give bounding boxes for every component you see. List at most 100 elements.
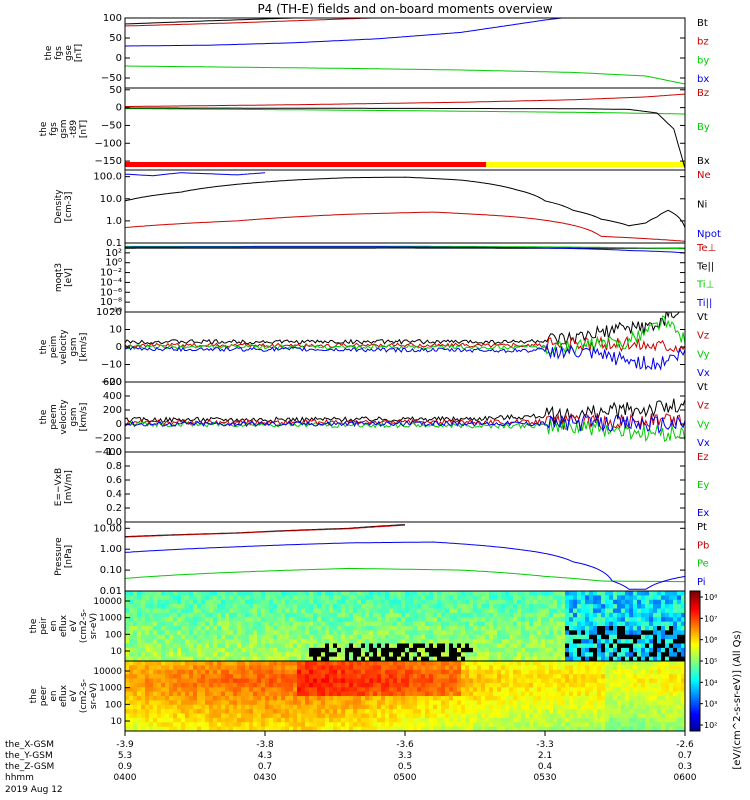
heatmap-cell bbox=[593, 678, 598, 684]
heatmap-cell bbox=[613, 656, 618, 662]
heatmap-cell bbox=[669, 599, 674, 605]
heatmap-cell bbox=[425, 661, 430, 666]
heatmap-cell bbox=[349, 722, 354, 728]
heatmap-cell bbox=[389, 700, 394, 706]
heatmap-cell bbox=[633, 643, 638, 649]
colorbar-step bbox=[690, 641, 700, 644]
heatmap-cell bbox=[341, 647, 346, 653]
heatmap-cell bbox=[673, 612, 678, 618]
heatmap-cell bbox=[225, 604, 230, 610]
heatmap-cell bbox=[385, 621, 390, 627]
heatmap-cell bbox=[173, 691, 178, 697]
heatmap-cell bbox=[505, 626, 510, 631]
colorbar-step bbox=[690, 607, 700, 610]
heatmap-cell bbox=[225, 634, 230, 640]
heatmap-cell bbox=[313, 726, 318, 732]
heatmap-cell bbox=[365, 726, 370, 732]
heatmap-cell bbox=[613, 661, 618, 666]
heatmap-cell bbox=[457, 682, 462, 688]
heatmap-cell bbox=[533, 726, 538, 732]
heatmap-cell bbox=[457, 713, 462, 719]
ytick-label: 20 bbox=[109, 307, 122, 318]
heatmap-cell bbox=[397, 717, 402, 723]
heatmap-cell bbox=[601, 630, 606, 636]
heatmap-cell bbox=[285, 726, 290, 732]
heatmap-cell bbox=[161, 612, 166, 618]
heatmap-cell bbox=[645, 612, 650, 618]
heatmap-cell bbox=[553, 682, 558, 688]
heatmap-cell bbox=[605, 678, 610, 684]
heatmap-cell bbox=[157, 700, 162, 706]
heatmap-cell bbox=[129, 713, 134, 719]
colorbar-step bbox=[690, 647, 700, 650]
heatmap-cell bbox=[377, 687, 382, 693]
heatmap-cell bbox=[649, 630, 654, 636]
heatmap-cell bbox=[161, 626, 166, 631]
heatmap-cell bbox=[217, 652, 222, 658]
heatmap-cell bbox=[589, 617, 594, 623]
heatmap-cell bbox=[433, 665, 438, 671]
heatmap-cell bbox=[465, 717, 470, 723]
heatmap-cell bbox=[257, 669, 262, 675]
heatmap-cell bbox=[269, 661, 274, 666]
heatmap-cell bbox=[669, 722, 674, 728]
heatmap-cell bbox=[345, 691, 350, 697]
heatmap-cell bbox=[141, 639, 146, 645]
heatmap-cell bbox=[225, 691, 230, 697]
heatmap-cell bbox=[521, 661, 526, 666]
heatmap-cell bbox=[325, 696, 330, 701]
heatmap-cell bbox=[673, 713, 678, 719]
heatmap-cell bbox=[645, 722, 650, 728]
heatmap-cell bbox=[601, 604, 606, 610]
heatmap-cell bbox=[141, 700, 146, 706]
heatmap-cell bbox=[141, 608, 146, 614]
heatmap-cell bbox=[517, 656, 522, 662]
heatmap-cell bbox=[153, 674, 158, 680]
heatmap-cell bbox=[493, 591, 498, 596]
colorbar-step bbox=[690, 669, 700, 672]
heatmap-cell bbox=[589, 652, 594, 658]
heatmap-cell bbox=[185, 687, 190, 693]
legend-entry: by bbox=[697, 55, 709, 66]
heatmap-cell bbox=[585, 661, 590, 666]
heatmap-cell bbox=[425, 626, 430, 631]
heatmap-cell bbox=[661, 669, 666, 675]
heatmap-cell bbox=[233, 656, 238, 662]
heatmap-cell bbox=[501, 647, 506, 653]
ylabel-text: gsm bbox=[69, 407, 79, 426]
heatmap-cell bbox=[205, 726, 210, 732]
heatmap-cell bbox=[665, 700, 670, 706]
heatmap-cell bbox=[517, 652, 522, 658]
heatmap-cell bbox=[137, 691, 142, 697]
heatmap-cell bbox=[401, 599, 406, 605]
heatmap-cell bbox=[185, 652, 190, 658]
heatmap-cell bbox=[473, 617, 478, 623]
heatmap-cell bbox=[157, 608, 162, 614]
heatmap-cell bbox=[677, 709, 682, 715]
heatmap-cell bbox=[365, 665, 370, 671]
heatmap-cell bbox=[529, 599, 534, 605]
heatmap-cell bbox=[161, 639, 166, 645]
heatmap-cell bbox=[433, 726, 438, 732]
heatmap-cell bbox=[269, 608, 274, 614]
heatmap-cell bbox=[677, 621, 682, 627]
heatmap-cell bbox=[477, 696, 482, 701]
heatmap-cell bbox=[517, 682, 522, 688]
heatmap-cell bbox=[425, 709, 430, 715]
heatmap-cell bbox=[445, 687, 450, 693]
heatmap-cell bbox=[545, 713, 550, 719]
heatmap-cell bbox=[349, 661, 354, 666]
heatmap-cell bbox=[361, 709, 366, 715]
heatmap-cell bbox=[677, 682, 682, 688]
heatmap-cell bbox=[177, 612, 182, 618]
heatmap-cell bbox=[637, 612, 642, 618]
heatmap-cell bbox=[673, 674, 678, 680]
heatmap-cell bbox=[393, 669, 398, 675]
heatmap-cell bbox=[217, 678, 222, 684]
heatmap-cell bbox=[277, 691, 282, 697]
heatmap-cell bbox=[249, 669, 254, 675]
heatmap-cell bbox=[149, 726, 154, 732]
heatmap-cell bbox=[313, 722, 318, 728]
heatmap-cell bbox=[249, 665, 254, 671]
heatmap-cell bbox=[265, 665, 270, 671]
